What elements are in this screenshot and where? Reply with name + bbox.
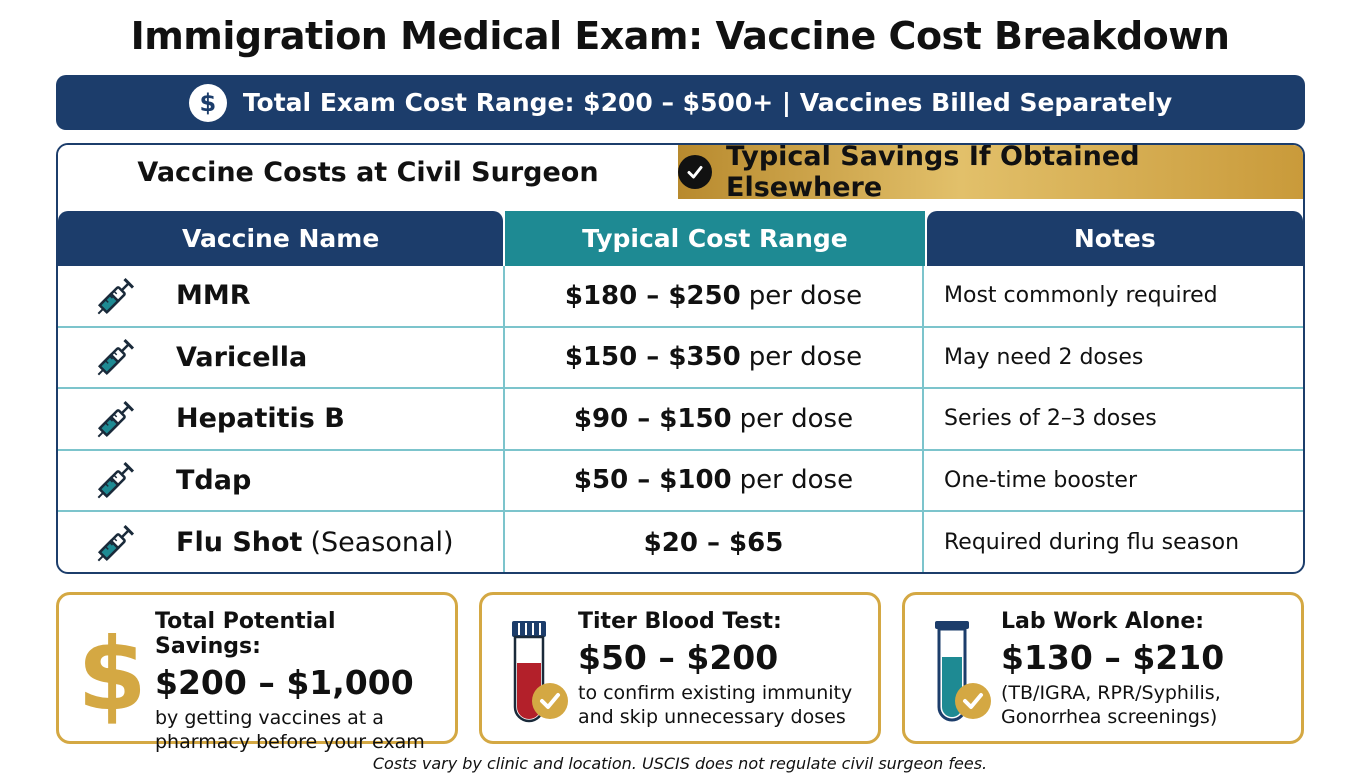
cost-unit: per dose: [748, 280, 863, 311]
vaccine-note: May need 2 doses: [944, 344, 1144, 370]
svg-text:$: $: [77, 617, 147, 725]
dollar-icon: $: [188, 83, 227, 122]
syringe-icon: [97, 400, 135, 438]
tab-typical-savings[interactable]: Typical Savings If Obtained Elsewhere: [678, 145, 1303, 203]
vaccine-cost-panel: Vaccine Costs at Civil Surgeon Typical S…: [56, 143, 1305, 574]
cost-unit: per dose: [739, 403, 854, 434]
banner-text: Total Exam Cost Range: $200 – $500+ | Va…: [242, 88, 1173, 117]
cost-banner: $ Total Exam Cost Range: $200 – $500+ | …: [56, 75, 1305, 130]
cost-range: $50 – $100: [573, 465, 732, 496]
header-notes: Notes: [926, 211, 1303, 266]
table-row: MMR $180 – $250 per dose Most commonly re…: [58, 266, 1303, 328]
table-body: MMR $180 – $250 per dose Most commonly re…: [58, 266, 1303, 572]
vaccine-name: MMR: [176, 280, 251, 312]
card-description: to confirm existing immunity and skip un…: [578, 682, 853, 728]
table-row: Flu Shot (Seasonal) $20 – $65 Required d…: [58, 512, 1303, 572]
vaccine-qualifier: (Seasonal): [310, 527, 454, 559]
card-description: by getting vaccines at a pharmacy before…: [155, 707, 425, 753]
dollar-sign-icon: $: [77, 617, 147, 725]
vaccine-note: Most commonly required: [944, 283, 1218, 309]
table-header: Vaccine Name Typical Cost Range Notes: [58, 211, 1303, 266]
card-label: Titer Blood Test:: [578, 609, 782, 634]
lab-work-card: Lab Work Alone: $130 – $210 (TB/IGRA, RP…: [902, 592, 1304, 744]
vaccine-name: Tdap: [176, 464, 252, 496]
vaccine-note: One-time booster: [944, 467, 1137, 493]
cost-range: $20 – $65: [643, 527, 784, 558]
table-row: Hepatitis B $90 – $150 per dose Series of…: [58, 389, 1303, 451]
tab-vaccine-costs-label: Vaccine Costs at Civil Surgeon: [137, 156, 599, 188]
footnote: Costs vary by clinic and location. USCIS…: [372, 754, 988, 773]
card-value: $130 – $210: [1001, 638, 1225, 677]
test-tube-icon: [935, 621, 991, 722]
vaccine-name: Hepatitis B: [176, 403, 345, 435]
syringe-icon: [97, 339, 135, 376]
card-value: $200 – $1,000: [155, 663, 414, 702]
card-description: (TB/IGRA, RPR/Syphilis, Gonorrhea screen…: [1001, 682, 1221, 728]
syringe-icon: [97, 277, 135, 315]
card-value: $50 – $200: [578, 638, 779, 677]
table-row: Tdap $50 – $100 per dose One-time booster: [58, 450, 1303, 512]
vaccine-note: Required during flu season: [944, 530, 1240, 556]
vaccine-name: Varicella: [176, 341, 308, 373]
cost-range: $180 – $250: [564, 280, 741, 311]
page-title: Immigration Medical Exam: Vaccine Cost B…: [130, 14, 1230, 58]
titer-test-card: Titer Blood Test: $50 – $200 to confirm …: [479, 592, 881, 744]
cost-range: $150 – $350: [564, 342, 741, 373]
table-row: Varicella $150 – $350 per dose May need 2…: [58, 327, 1303, 389]
check-circle-icon: [678, 155, 712, 189]
header-vaccine-name: Vaccine Name: [58, 211, 504, 266]
tab-typical-savings-label: Typical Savings If Obtained Elsewhere: [726, 143, 1140, 203]
syringe-icon: [97, 524, 135, 562]
blood-tube-icon: [512, 621, 568, 723]
cost-unit: per dose: [748, 342, 863, 373]
vaccine-name: Flu Shot: [176, 527, 303, 559]
tab-vaccine-costs[interactable]: Vaccine Costs at Civil Surgeon: [58, 145, 678, 199]
card-label: Lab Work Alone:: [1001, 609, 1205, 634]
vaccine-note: Series of 2–3 doses: [944, 406, 1157, 432]
header-cost-range: Typical Cost Range: [505, 211, 925, 266]
syringe-icon: [97, 462, 135, 499]
cost-unit: per dose: [739, 465, 854, 496]
card-label: Total Potential Savings:: [155, 609, 336, 659]
cost-range: $90 – $150: [573, 403, 732, 434]
savings-card: $ Total Potential Savings: $200 – $1,000…: [56, 592, 458, 753]
